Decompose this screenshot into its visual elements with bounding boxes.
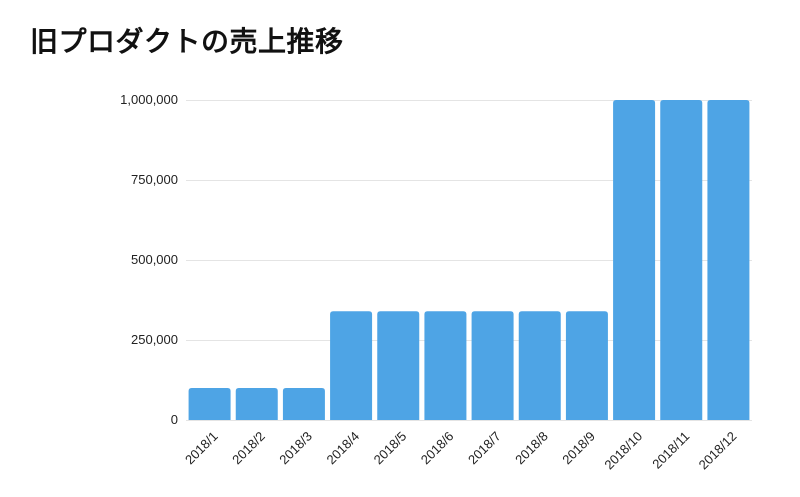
x-tick-label: 2018/4 <box>323 429 362 468</box>
x-tick-label: 2018/5 <box>371 429 410 468</box>
bar-2018-6 <box>424 311 467 420</box>
bar-2018-12 <box>707 100 750 420</box>
x-tick-label: 2018/10 <box>601 429 645 473</box>
x-axis-tick-labels: 2018/1 2018/2 2018/3 2018/4 2018/5 2018/6 2018… <box>182 429 740 473</box>
x-tick-label: 2018/9 <box>559 429 598 468</box>
bar-2018-7 <box>471 311 514 420</box>
bars <box>188 100 750 420</box>
bar-2018-1 <box>188 388 231 420</box>
bar-2018-10 <box>613 100 656 420</box>
bar-2018-5 <box>377 311 420 420</box>
x-tick-label: 2018/12 <box>696 429 740 473</box>
y-tick-label: 750,000 <box>131 172 178 187</box>
x-tick-label: 2018/1 <box>182 429 221 468</box>
y-axis-tick-labels: 0 250,000 500,000 750,000 1,000,000 <box>120 92 178 427</box>
bar-2018-4 <box>330 311 373 420</box>
x-tick-label: 2018/8 <box>512 429 551 468</box>
bar-2018-9 <box>565 311 608 420</box>
bar-2018-2 <box>235 388 278 420</box>
x-tick-label: 2018/11 <box>649 429 692 472</box>
chart-title: 旧プロダクトの売上推移 <box>30 25 344 58</box>
y-tick-label: 1,000,000 <box>120 92 178 107</box>
y-tick-label: 250,000 <box>131 332 178 347</box>
x-tick-label: 2018/2 <box>229 429 268 468</box>
bar-2018-3 <box>282 388 325 420</box>
gridlines <box>186 100 752 421</box>
y-tick-label: 0 <box>171 412 178 427</box>
x-tick-label: 2018/3 <box>276 429 315 468</box>
x-tick-label: 2018/6 <box>418 429 457 468</box>
bar-2018-8 <box>518 311 561 420</box>
bar-2018-11 <box>660 100 703 420</box>
y-tick-label: 500,000 <box>131 252 178 267</box>
x-tick-label: 2018/7 <box>465 429 504 468</box>
